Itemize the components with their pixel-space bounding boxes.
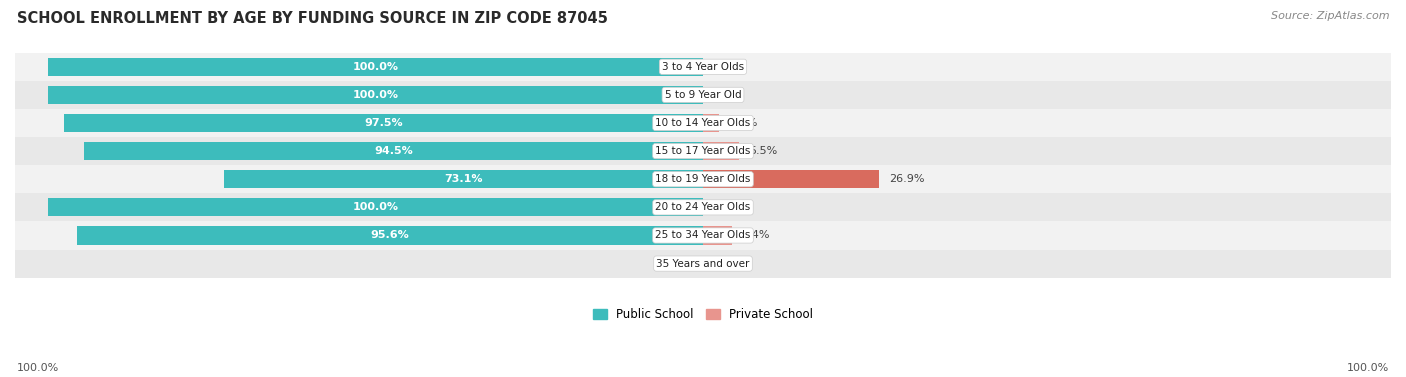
Text: 100.0%: 100.0% (17, 363, 59, 373)
Bar (48, 86, 703, 104)
Bar (84, 142, 703, 160)
Text: 100.0%: 100.0% (353, 202, 398, 212)
Text: 18 to 19 Year Olds: 18 to 19 Year Olds (655, 174, 751, 184)
Text: 4.4%: 4.4% (741, 230, 770, 241)
Text: 0.0%: 0.0% (716, 90, 744, 100)
Bar (15, 221, 1391, 250)
Bar (48, 198, 703, 216)
Text: 95.6%: 95.6% (370, 230, 409, 241)
Text: 100.0%: 100.0% (353, 90, 398, 100)
Bar (48, 58, 703, 76)
Bar (76, 226, 703, 245)
Bar (15, 250, 1391, 277)
Text: 5 to 9 Year Old: 5 to 9 Year Old (665, 90, 741, 100)
Bar (703, 226, 733, 245)
Bar (224, 170, 703, 188)
Bar (703, 170, 879, 188)
Bar (15, 81, 1391, 109)
Text: 2.5%: 2.5% (730, 118, 758, 128)
Bar (15, 53, 1391, 81)
Text: SCHOOL ENROLLMENT BY AGE BY FUNDING SOURCE IN ZIP CODE 87045: SCHOOL ENROLLMENT BY AGE BY FUNDING SOUR… (17, 11, 607, 26)
Text: 97.5%: 97.5% (364, 118, 404, 128)
Text: 100.0%: 100.0% (1347, 363, 1389, 373)
Bar (15, 193, 1391, 221)
Text: 0.0%: 0.0% (716, 259, 744, 268)
Bar (15, 165, 1391, 193)
Text: 100.0%: 100.0% (353, 62, 398, 72)
Text: 0.0%: 0.0% (662, 259, 690, 268)
Bar (15, 109, 1391, 137)
Text: 15 to 17 Year Olds: 15 to 17 Year Olds (655, 146, 751, 156)
Bar (15, 137, 1391, 165)
Text: Source: ZipAtlas.com: Source: ZipAtlas.com (1271, 11, 1389, 21)
Text: 20 to 24 Year Olds: 20 to 24 Year Olds (655, 202, 751, 212)
Bar (65, 114, 703, 132)
Text: 73.1%: 73.1% (444, 174, 482, 184)
Text: 5.5%: 5.5% (749, 146, 778, 156)
Bar (703, 142, 740, 160)
Text: 10 to 14 Year Olds: 10 to 14 Year Olds (655, 118, 751, 128)
Text: 26.9%: 26.9% (889, 174, 925, 184)
Text: 0.0%: 0.0% (716, 62, 744, 72)
Text: 0.0%: 0.0% (716, 202, 744, 212)
Text: 3 to 4 Year Olds: 3 to 4 Year Olds (662, 62, 744, 72)
Text: 35 Years and over: 35 Years and over (657, 259, 749, 268)
Text: 25 to 34 Year Olds: 25 to 34 Year Olds (655, 230, 751, 241)
Legend: Public School, Private School: Public School, Private School (593, 308, 813, 321)
Bar (703, 114, 720, 132)
Text: 94.5%: 94.5% (374, 146, 413, 156)
